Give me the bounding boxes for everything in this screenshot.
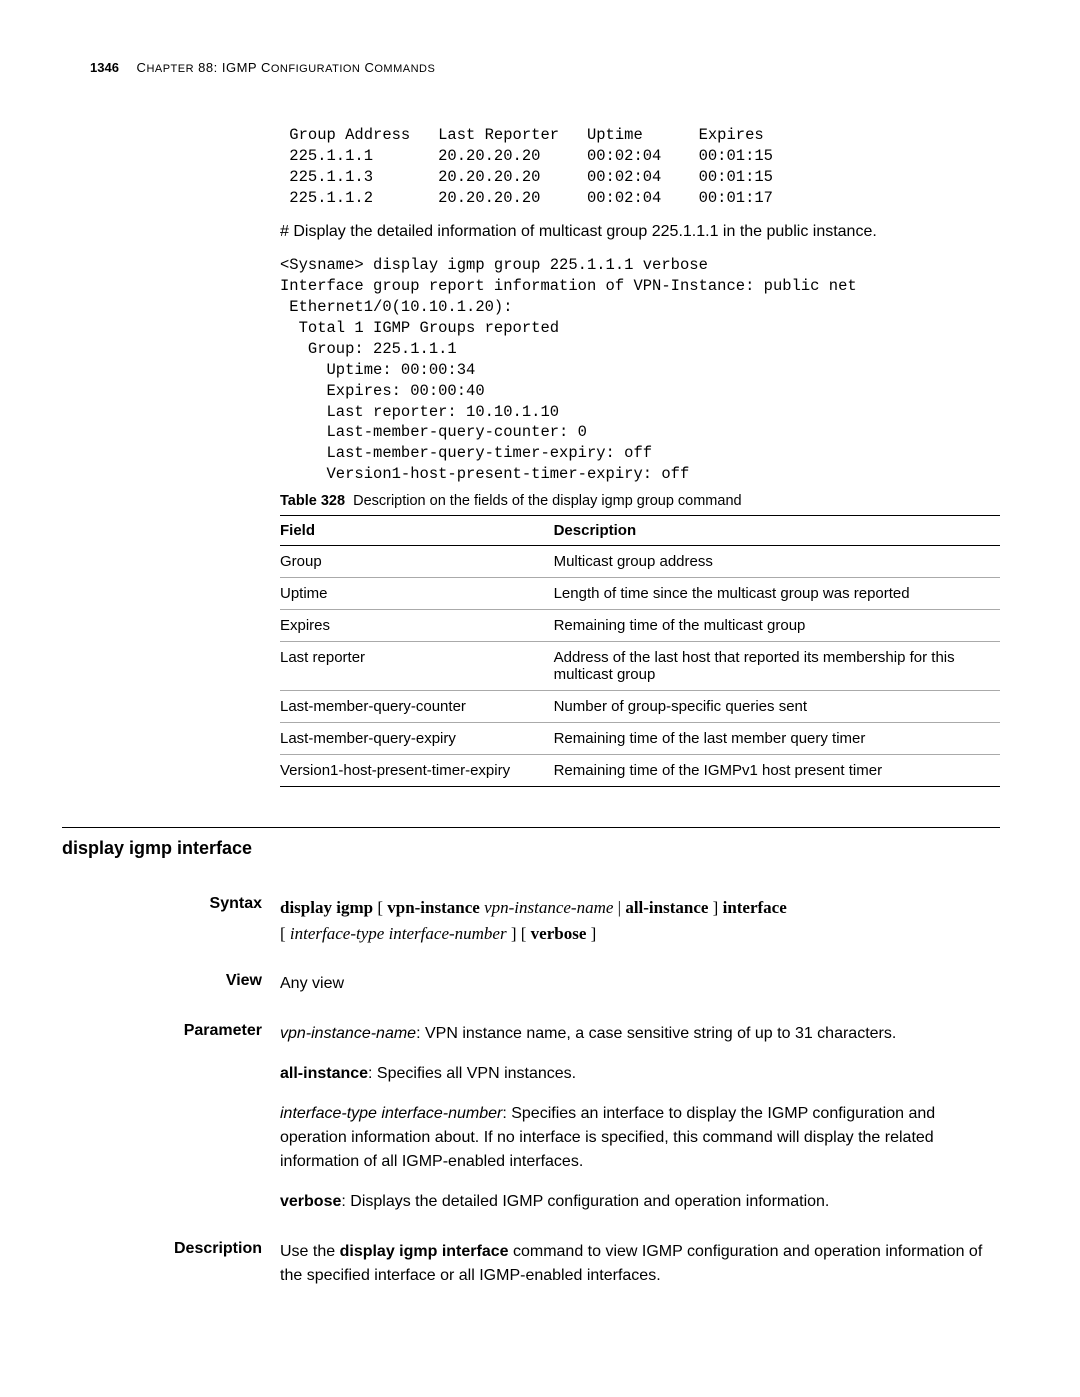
t: [: [280, 924, 290, 943]
command-name: display igmp interface: [340, 1243, 509, 1260]
description-label: Description: [62, 1240, 280, 1258]
table-header-description: Description: [554, 516, 1000, 546]
table-row: Version1-host-present-timer-expiryRemain…: [280, 755, 1000, 787]
t: interface-type interface-number: [290, 924, 507, 943]
cell: Uptime: [280, 578, 554, 610]
param-text: : Specifies all VPN instances.: [368, 1065, 576, 1082]
table-row: UptimeLength of time since the multicast…: [280, 578, 1000, 610]
cell: Remaining time of the IGMPv1 host presen…: [554, 755, 1000, 787]
view-body: Any view: [280, 972, 1000, 996]
table-caption-text: Description on the fields of the display…: [353, 493, 741, 509]
cell: Length of time since the multicast group…: [554, 578, 1000, 610]
cell: Multicast group address: [554, 546, 1000, 578]
page-container: 1346 CHAPTER 88: IGMP CONFIGURATION COMM…: [0, 0, 1080, 1394]
param-text: : Displays the detailed IGMP configurati…: [341, 1193, 829, 1210]
t: verbose: [531, 924, 587, 943]
t: Use the: [280, 1243, 340, 1260]
t: OMMANDS: [374, 63, 435, 75]
parameter-block: Parameter vpn-instance-name: VPN instanc…: [280, 1022, 1000, 1214]
section-divider: [62, 827, 1000, 828]
table-row: Last-member-query-expiryRemaining time o…: [280, 723, 1000, 755]
t: display igmp: [280, 898, 373, 917]
section-heading: display igmp interface: [62, 838, 1000, 859]
t: ONFIGURATION: [271, 63, 361, 75]
table-number: Table 328: [280, 493, 345, 509]
table-row: Last-member-query-counterNumber of group…: [280, 691, 1000, 723]
page-number: 1346: [90, 60, 119, 75]
param-name: all-instance: [280, 1065, 368, 1082]
table-row: Last reporterAddress of the last host th…: [280, 642, 1000, 691]
terminal-output-2: <Sysname> display igmp group 225.1.1.1 v…: [280, 255, 1000, 485]
t: 88: IGMP C: [194, 60, 271, 75]
cell: Version1-host-present-timer-expiry: [280, 755, 554, 787]
t: vpn-instance: [387, 898, 480, 917]
t: ] [: [507, 924, 531, 943]
syntax-block: Syntax display igmp [ vpn-instance vpn-i…: [280, 895, 1000, 946]
description-body: Use the display igmp interface command t…: [280, 1240, 1000, 1288]
t: all-instance: [625, 898, 708, 917]
table-body: GroupMulticast group address UptimeLengt…: [280, 546, 1000, 787]
param-name: verbose: [280, 1193, 341, 1210]
chapter-label: CHAPTER 88: IGMP CONFIGURATION COMMANDS: [137, 60, 436, 75]
t: HAPTER: [146, 63, 194, 75]
view-block: View Any view: [280, 972, 1000, 996]
param-text: : VPN instance name, a case sensitive st…: [416, 1025, 896, 1042]
running-header: 1346 CHAPTER 88: IGMP CONFIGURATION COMM…: [80, 60, 1000, 75]
table-row: GroupMulticast group address: [280, 546, 1000, 578]
table-caption: Table 328 Description on the fields of t…: [280, 493, 1000, 509]
syntax-label: Syntax: [62, 895, 280, 913]
param-name: interface-type interface-number: [280, 1105, 502, 1122]
cell: Last-member-query-counter: [280, 691, 554, 723]
cell: Number of group-specific queries sent: [554, 691, 1000, 723]
content-area: Group Address Last Reporter Uptime Expir…: [280, 125, 1000, 1288]
example-intro-text: # Display the detailed information of mu…: [280, 221, 1000, 243]
table-row: ExpiresRemaining time of the multicast g…: [280, 610, 1000, 642]
t: |: [613, 898, 625, 917]
field-description-table: Field Description GroupMulticast group a…: [280, 515, 1000, 787]
t: C: [137, 60, 147, 75]
t: ]: [586, 924, 596, 943]
cell: Group: [280, 546, 554, 578]
t: vpn-instance-name: [484, 898, 613, 917]
t: interface: [723, 898, 787, 917]
cell: Address of the last host that reported i…: [554, 642, 1000, 691]
param-name: vpn-instance-name: [280, 1025, 416, 1042]
parameter-body: vpn-instance-name: VPN instance name, a …: [280, 1022, 1000, 1214]
t: ]: [708, 898, 722, 917]
cell: Last reporter: [280, 642, 554, 691]
description-block: Description Use the display igmp interfa…: [280, 1240, 1000, 1288]
table-header-field: Field: [280, 516, 554, 546]
view-label: View: [62, 972, 280, 990]
cell: Remaining time of the multicast group: [554, 610, 1000, 642]
parameter-label: Parameter: [62, 1022, 280, 1040]
cell: Remaining time of the last member query …: [554, 723, 1000, 755]
t: C: [360, 60, 374, 75]
syntax-body: display igmp [ vpn-instance vpn-instance…: [280, 895, 1000, 946]
terminal-output-1: Group Address Last Reporter Uptime Expir…: [280, 125, 1000, 209]
t: [: [373, 898, 387, 917]
cell: Last-member-query-expiry: [280, 723, 554, 755]
cell: Expires: [280, 610, 554, 642]
